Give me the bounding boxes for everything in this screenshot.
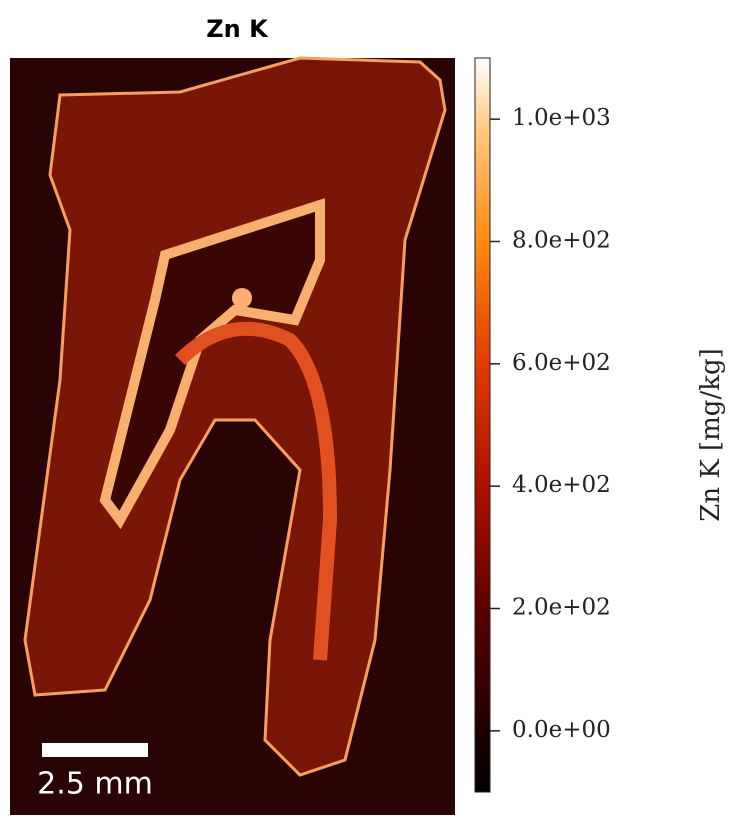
- title: Zn K: [206, 15, 269, 43]
- colorbar-tick-label: 0.0e+00: [512, 717, 611, 743]
- scale-bar: [42, 743, 148, 757]
- colorbar-tick-label: 2.0e+02: [512, 595, 611, 621]
- colorbar-tick-label: 1.0e+03: [512, 105, 611, 131]
- colorbar-tick-label: 6.0e+02: [512, 350, 611, 376]
- colorbar-label: Zn K [mg/kg]: [696, 348, 726, 522]
- colorbar: [474, 57, 491, 793]
- colorbar-tick-label: 4.0e+02: [512, 472, 611, 498]
- colorbar-tick-label: 8.0e+02: [512, 228, 611, 254]
- map-image: [10, 56, 455, 815]
- scale-bar-label: 2.5 mm: [37, 767, 153, 802]
